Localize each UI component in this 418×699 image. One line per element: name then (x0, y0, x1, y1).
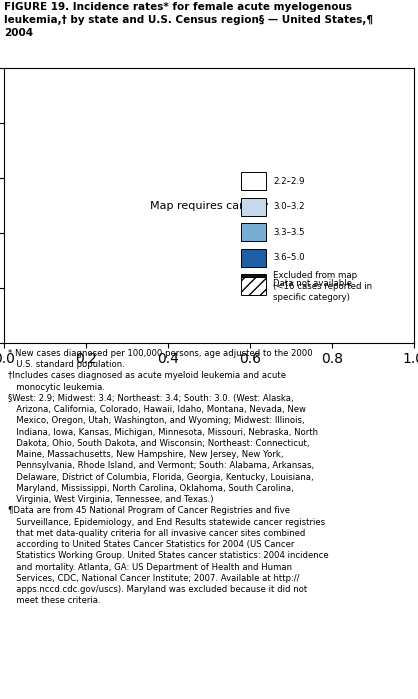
FancyBboxPatch shape (241, 223, 266, 241)
FancyBboxPatch shape (241, 249, 266, 267)
Text: 3.3–3.5: 3.3–3.5 (273, 228, 305, 237)
Text: 2.2–2.9: 2.2–2.9 (273, 177, 304, 186)
Text: Excluded from map
(<16 cases reported in
specific category): Excluded from map (<16 cases reported in… (273, 271, 372, 302)
Text: FIGURE 19. Incidence rates* for female acute myelogenous
leukemia,† by state and: FIGURE 19. Incidence rates* for female a… (4, 2, 373, 38)
Text: Map requires cartopy: Map requires cartopy (150, 201, 268, 210)
Text: 3.0–3.2: 3.0–3.2 (273, 202, 305, 211)
Text: * New cases diagnosed per 100,000 persons, age adjusted to the 2000
   U.S. stan: * New cases diagnosed per 100,000 person… (8, 349, 329, 605)
FancyBboxPatch shape (241, 274, 266, 292)
FancyBboxPatch shape (241, 278, 266, 296)
Text: 3.6–5.0: 3.6–5.0 (273, 253, 305, 262)
Text: Data not available: Data not available (273, 279, 352, 287)
FancyBboxPatch shape (241, 172, 266, 190)
FancyBboxPatch shape (241, 198, 266, 216)
